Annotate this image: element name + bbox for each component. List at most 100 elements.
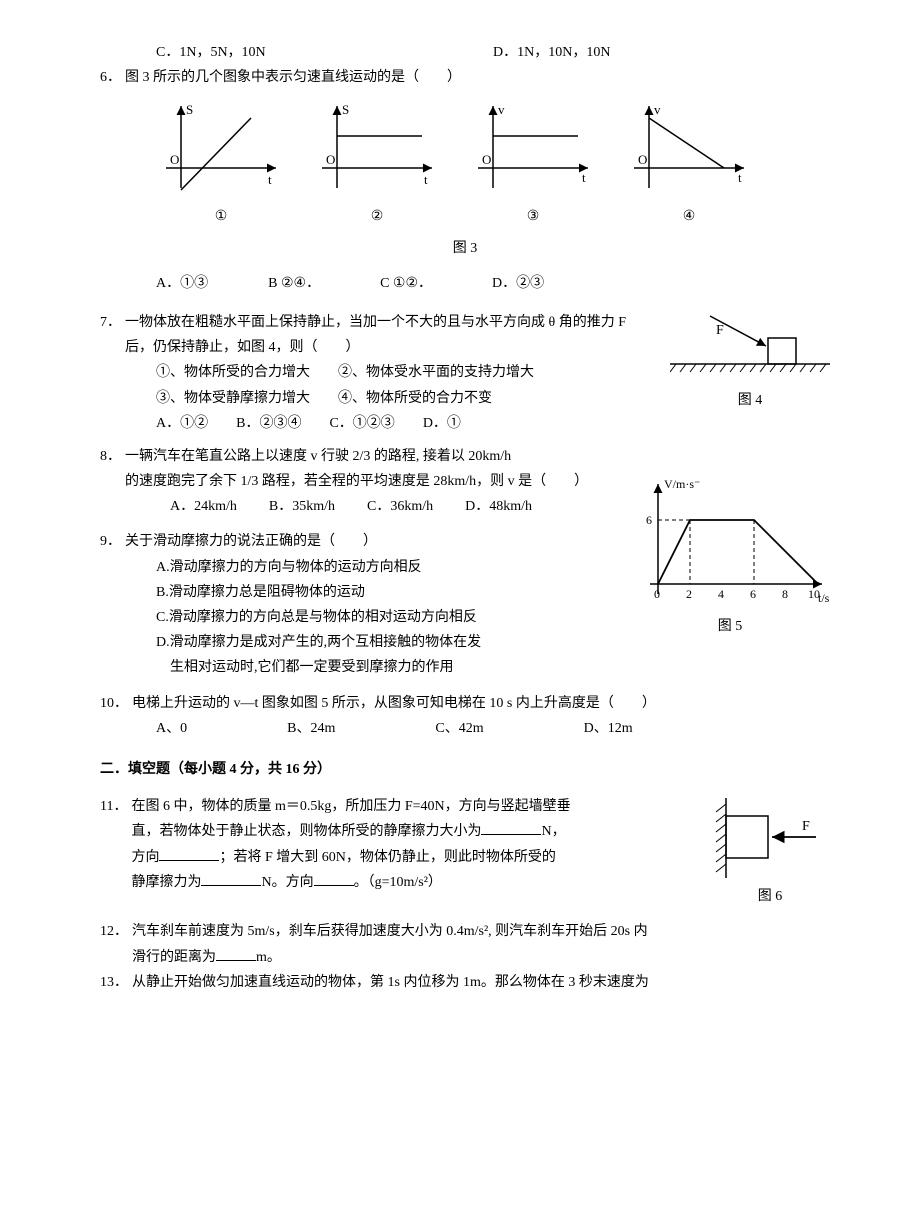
svg-text:t/s: t/s xyxy=(818,591,830,605)
q7-line1: ①、物体所受的合力增大 ②、物体受水平面的支持力增大 xyxy=(156,360,656,385)
fig4-caption: 图 4 xyxy=(670,388,830,413)
q6-label-2: ② xyxy=(371,204,384,229)
q12-l2: 滑行的距离为m。 xyxy=(132,945,830,970)
q8-text1: 一辆汽车在笔直公路上以速度 v 行驶 2/3 的路程, 接着以 20km/h xyxy=(125,444,620,469)
q7-opt-c: C．①②③ xyxy=(329,411,394,436)
svg-text:t: t xyxy=(582,170,586,185)
q12: 12． 汽车刹车前速度为 5m/s，刹车后获得加速度大小为 0.4m/s², 则… xyxy=(100,919,830,969)
blank-2[interactable] xyxy=(159,846,219,861)
q10-num: 10． xyxy=(100,691,128,716)
svg-text:v: v xyxy=(654,102,661,117)
q7: 7． 一物体放在粗糙水平面上保持静止，当加一个不大的且与水平方向成 θ 角的推力… xyxy=(100,310,830,436)
svg-text:0: 0 xyxy=(654,587,660,601)
q6-label-3: ③ xyxy=(527,204,540,229)
svg-text:2: 2 xyxy=(686,587,692,601)
blank-5[interactable] xyxy=(216,946,256,961)
q8-options: A．24km/h B．35km/h C．36km/h D．48km/h xyxy=(170,494,620,519)
q6-graph-1: S O t ① xyxy=(156,98,286,229)
svg-text:V/m·s⁻: V/m·s⁻ xyxy=(664,477,700,491)
q7-figure: F 图 4 xyxy=(670,310,830,436)
svg-text:t: t xyxy=(268,172,272,187)
q9-opt-d1: D.滑动摩擦力是成对产生的,两个互相接触的物体在发 xyxy=(156,630,620,655)
fig4-svg: F xyxy=(670,310,830,388)
graph2-svg: S O t xyxy=(312,98,442,198)
q5-options: C．1N，5N，10N D．1N，10N，10N xyxy=(156,40,830,65)
q6-label-1: ① xyxy=(215,204,228,229)
q13-text: 从静止开始做匀加速直线运动的物体，第 1s 内位移为 1m。那么物体在 3 秒末… xyxy=(132,970,830,995)
svg-text:6: 6 xyxy=(750,587,756,601)
svg-text:O: O xyxy=(170,152,179,167)
q9-text: 关于滑动摩擦力的说法正确的是（ ） xyxy=(125,529,620,554)
graph3-svg: v O t xyxy=(468,98,598,198)
fig5-svg: V/m·s⁻ 6 0 2 4 6 8 10 t/s xyxy=(630,474,830,614)
q6-num: 6． xyxy=(100,65,121,90)
q7-opt-b: B．②③④ xyxy=(236,411,301,436)
q5-opt-c: C．1N，5N，10N xyxy=(156,40,493,65)
q8-opt-b: B．35km/h xyxy=(269,494,335,519)
svg-text:O: O xyxy=(326,152,335,167)
q7-opt-a: A．①② xyxy=(156,411,208,436)
graph4-svg: v O t xyxy=(624,98,754,198)
q8-opt-d: D．48km/h xyxy=(465,494,532,519)
q11-figure: F 图 6 xyxy=(710,794,830,909)
q12-num: 12． xyxy=(100,919,128,944)
q6-text: 图 3 所示的几个图象中表示匀速直线运动的是（ ） xyxy=(125,65,830,90)
q11-l4: 静摩擦力为N。方向。（g=10m/s²） xyxy=(131,870,694,895)
graph1-svg: S O t xyxy=(156,98,286,198)
q11-l2: 直，若物体处于静止状态，则物体所受的静摩擦力大小为N， xyxy=(131,819,694,844)
svg-text:6: 6 xyxy=(646,513,652,527)
svg-text:F: F xyxy=(802,819,810,834)
q9-opt-b: B.滑动摩擦力总是阻碍物体的运动 xyxy=(156,580,620,605)
blank-4[interactable] xyxy=(314,871,354,886)
q9-opt-c: C.滑动摩擦力的方向总是与物体的相对运动方向相反 xyxy=(156,605,620,630)
q10-options: A、0 B、24m C、42m D、12m xyxy=(156,716,830,741)
q13-num: 13． xyxy=(100,970,128,995)
q6-opt-d: D．②③ xyxy=(492,271,544,296)
q10-opt-b: B、24m xyxy=(287,716,335,741)
q10: 10． 电梯上升运动的 v—t 图象如图 5 所示，从图象可知电梯在 10 s … xyxy=(100,691,830,716)
q11-num: 11． xyxy=(100,794,127,819)
section2-title: 二．填空题（每小题 4 分，共 16 分） xyxy=(100,757,830,782)
svg-text:t: t xyxy=(424,172,428,187)
q8-text2: 的速度跑完了余下 1/3 路程，若全程的平均速度是 28km/h，则 v 是（ … xyxy=(125,469,620,494)
q11-l1: 在图 6 中，物体的质量 m＝0.5kg，所加压力 F=40N，方向与竖起墙壁垂 xyxy=(131,794,694,819)
fig3-caption: 图 3 xyxy=(100,236,830,261)
q6-opt-c: C ①②． xyxy=(380,271,432,296)
q8-opt-a: A．24km/h xyxy=(170,494,237,519)
q6-graph-4: v O t ④ xyxy=(624,98,754,229)
q9-opt-a: A.滑动摩擦力的方向与物体的运动方向相反 xyxy=(156,555,620,580)
blank-3[interactable] xyxy=(201,871,261,886)
q9-num: 9． xyxy=(100,529,121,554)
svg-text:v: v xyxy=(498,102,505,117)
svg-text:8: 8 xyxy=(782,587,788,601)
svg-text:S: S xyxy=(342,102,349,117)
q6-graph-2: S O t ② xyxy=(312,98,442,229)
q7-line2: ③、物体受静摩擦力增大 ④、物体所受的合力不变 xyxy=(156,386,656,411)
svg-text:F: F xyxy=(716,323,724,338)
blank-1[interactable] xyxy=(481,820,541,835)
q11: 11． 在图 6 中，物体的质量 m＝0.5kg，所加压力 F=40N，方向与竖… xyxy=(100,794,830,909)
svg-text:S: S xyxy=(186,102,193,117)
q6-opt-b: B ②④． xyxy=(268,271,320,296)
svg-text:O: O xyxy=(482,152,491,167)
q8: 8． 一辆汽车在笔直公路上以速度 v 行驶 2/3 的路程, 接着以 20km/… xyxy=(100,444,620,494)
q8-opt-c: C．36km/h xyxy=(367,494,433,519)
q7-opt-d: D．① xyxy=(423,411,461,436)
q10-opt-d: D、12m xyxy=(584,716,633,741)
fig6-svg: F xyxy=(710,794,820,884)
q6-opt-a: A．①③ xyxy=(156,271,208,296)
q10-text: 电梯上升运动的 v—t 图象如图 5 所示，从图象可知电梯在 10 s 内上升高… xyxy=(132,691,830,716)
q6-label-4: ④ xyxy=(683,204,696,229)
fig5: V/m·s⁻ 6 0 2 4 6 8 10 t/s 图 5 xyxy=(630,474,830,681)
q6: 6． 图 3 所示的几个图象中表示匀速直线运动的是（ ） xyxy=(100,65,830,90)
q9: 9． 关于滑动摩擦力的说法正确的是（ ） xyxy=(100,529,620,554)
q12-l1: 汽车刹车前速度为 5m/s，刹车后获得加速度大小为 0.4m/s², 则汽车刹车… xyxy=(132,919,830,944)
q10-opt-a: A、0 xyxy=(156,716,187,741)
q10-opt-c: C、42m xyxy=(435,716,483,741)
fig6-caption: 图 6 xyxy=(710,884,830,909)
q7-num: 7． xyxy=(100,310,121,335)
q6-options: A．①③ B ②④． C ①②． D．②③ xyxy=(156,271,830,296)
svg-text:t: t xyxy=(738,170,742,185)
q9-opt-d2: 生相对运动时,它们都一定要受到摩擦力的作用 xyxy=(170,655,620,680)
q6-graphs: S O t ① S O t ② v O t ③ xyxy=(156,98,830,229)
